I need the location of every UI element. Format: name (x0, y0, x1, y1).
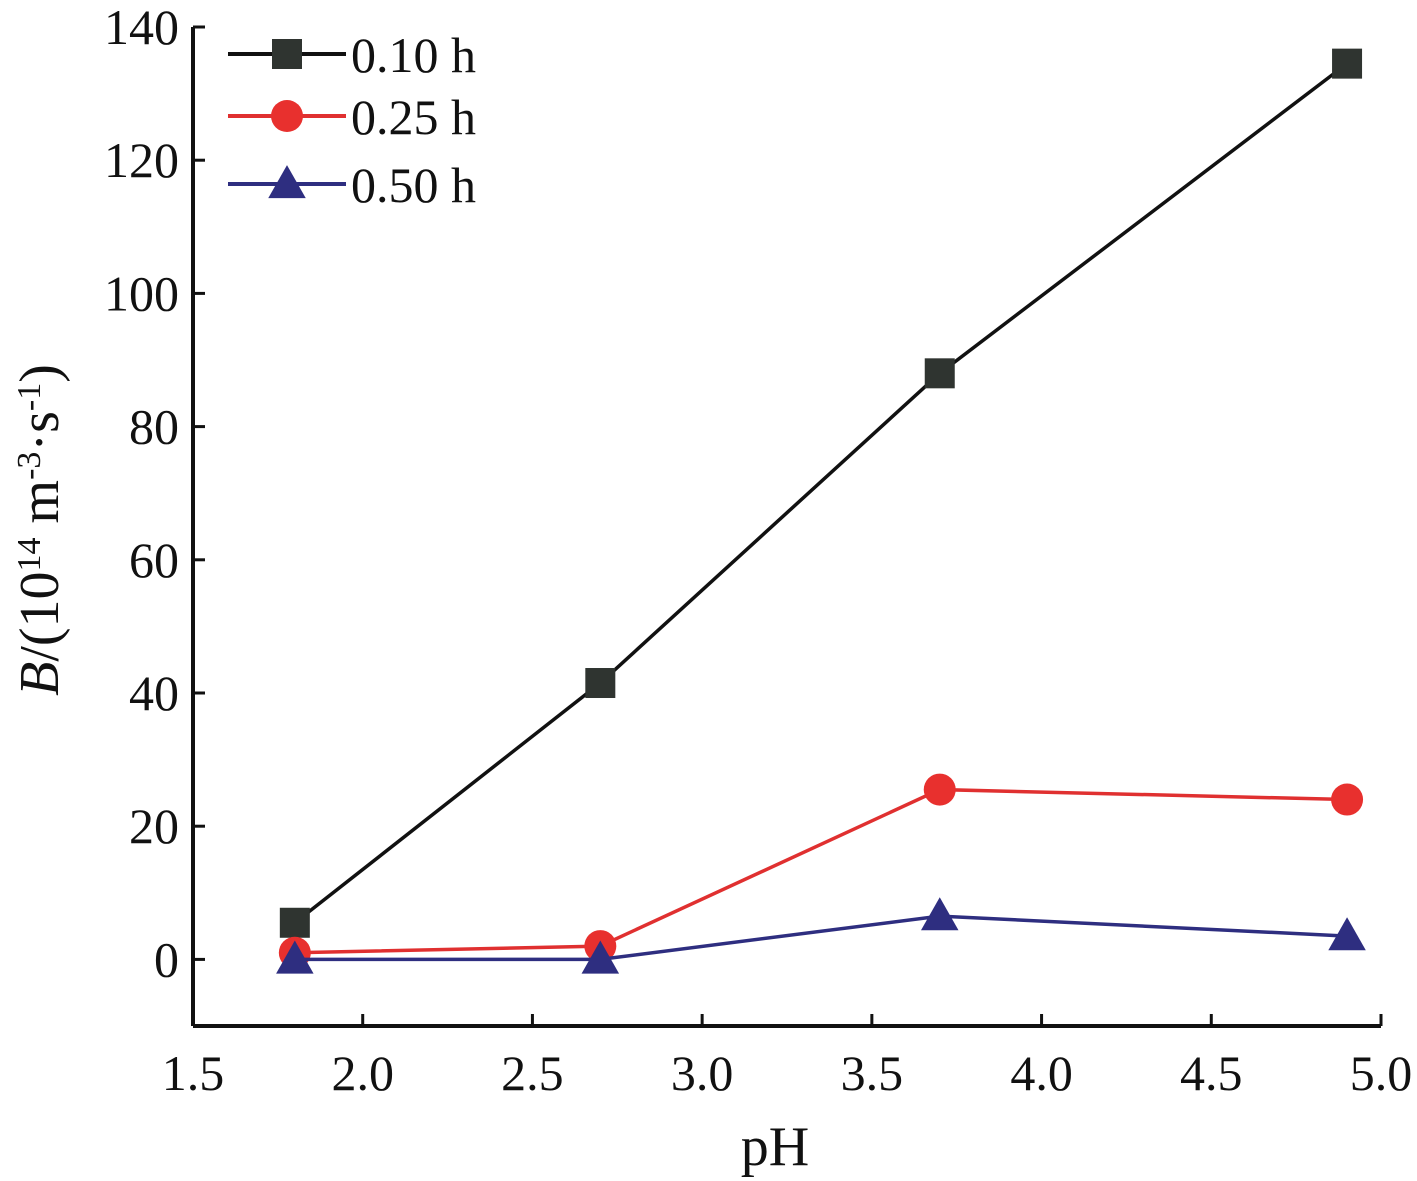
series-line (293, 62, 1349, 925)
y-axis-title-sup: -1 (11, 383, 48, 411)
y-tick-label: 40 (129, 665, 179, 721)
x-tick-label: 3.0 (671, 1045, 734, 1101)
y-axis-title-part: m (9, 480, 71, 538)
legend-item: 0.10 h (228, 27, 476, 83)
y-tick-label: 140 (104, 0, 179, 55)
data-point (581, 940, 620, 974)
data-point (1332, 48, 1363, 79)
legend-marker (268, 165, 306, 199)
y-axis-title-part: ) (9, 364, 71, 383)
y-axis-title: B/(1014 m-3·s-1) (9, 364, 71, 696)
x-tick-label: 2.0 (331, 1045, 394, 1101)
data-point (924, 358, 955, 389)
legend-item: 0.50 h (228, 157, 476, 213)
x-tick-label: 5.0 (1350, 1045, 1413, 1101)
legend-marker (271, 100, 303, 132)
legend-label: 0.50 h (351, 157, 476, 213)
legend: 0.10 h 0.25 h 0.50 h (228, 27, 476, 213)
y-axis-title-part: /(10 (9, 571, 71, 661)
y-tick-label: 120 (104, 132, 179, 188)
data-point (1331, 783, 1364, 816)
data-point (279, 907, 310, 938)
y-axis-title-sup: -3 (11, 452, 48, 480)
legend-label: 0.10 h (351, 27, 476, 83)
y-tick-label: 20 (129, 798, 179, 854)
axes: 1.5 2.0 2.5 3.0 3.5 4.0 4.5 5.0 0 20 40 60 80 100 120 1… (104, 0, 1412, 1101)
series-line (294, 914, 1348, 962)
x-tick-label: 1.5 (162, 1045, 225, 1101)
y-tick-label: 60 (129, 532, 179, 588)
series-2 (276, 897, 1366, 974)
y-tick-label: 80 (129, 399, 179, 455)
y-axis-title-symbol: B (9, 662, 71, 696)
legend-item: 0.25 h (228, 89, 476, 145)
series-1 (278, 773, 1364, 969)
x-tick-label: 2.5 (501, 1045, 564, 1101)
data-point (923, 773, 956, 806)
legend-marker (272, 39, 302, 69)
series-line (294, 787, 1348, 955)
x-tick-label: 4.5 (1180, 1045, 1243, 1101)
series-layer (276, 48, 1366, 974)
series-0 (279, 48, 1363, 938)
y-tick-label: 0 (154, 931, 179, 987)
x-tick-label: 3.5 (841, 1045, 904, 1101)
x-axis-title: pH (741, 1116, 809, 1178)
y-axis-title-part: ·s (9, 411, 71, 451)
x-tick-label: 4.0 (1010, 1045, 1073, 1101)
y-tick-label: 100 (104, 265, 179, 321)
y-axis-title-sup: 14 (11, 537, 48, 571)
data-point (276, 940, 314, 974)
data-point (920, 897, 959, 931)
data-point (585, 668, 616, 699)
legend-label: 0.25 h (351, 89, 476, 145)
data-point (1328, 917, 1366, 951)
